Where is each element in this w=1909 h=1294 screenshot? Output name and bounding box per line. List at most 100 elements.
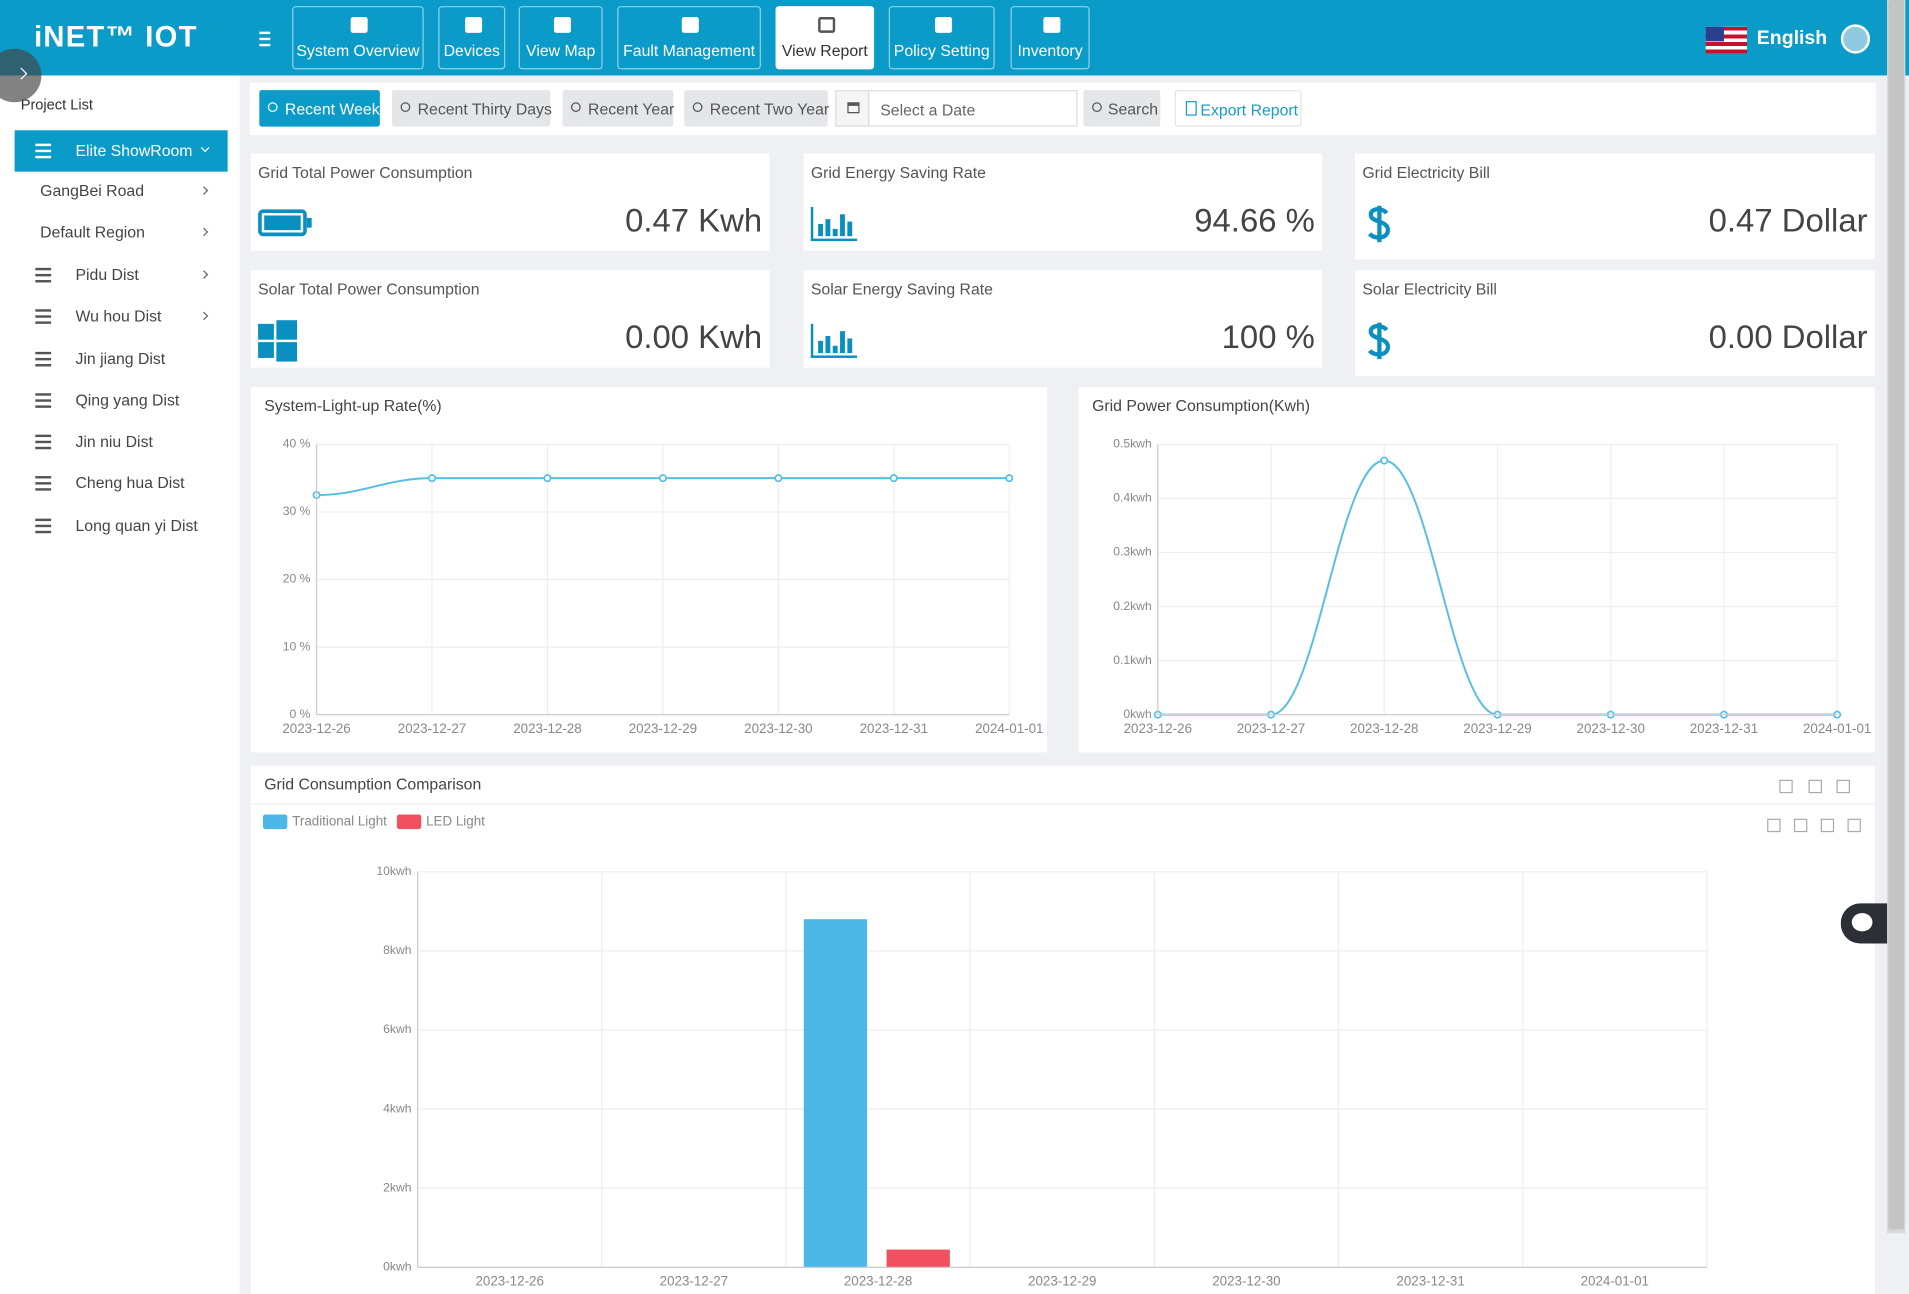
search-button[interactable]: Search — [1083, 90, 1161, 127]
point — [889, 474, 898, 483]
sidebar-toggle[interactable] — [0, 48, 42, 103]
tool-icon[interactable] — [1836, 779, 1850, 794]
sidebar-item[interactable]: Wu hou Dist — [15, 296, 228, 337]
y-tick-label: 0kwh — [1123, 707, 1151, 721]
nav-label: System Overview — [296, 41, 420, 60]
point — [658, 474, 667, 483]
bar-glyph — [825, 219, 831, 237]
y-tick-label: 30 % — [283, 504, 311, 518]
item-icon — [35, 273, 52, 277]
item-icon — [35, 405, 52, 408]
y-tick-label: 6kwh — [383, 1022, 411, 1036]
tool-icon[interactable] — [1808, 779, 1822, 794]
range-button[interactable]: Recent Two Year — [684, 90, 829, 127]
x-tick-label: 2023-12-29 — [1463, 721, 1531, 736]
axis — [810, 323, 814, 358]
item-icon — [35, 315, 52, 318]
x-tick-label: 2024-01-01 — [1581, 1274, 1649, 1289]
panel-header-rule — [250, 803, 1875, 805]
nav-button[interactable]: System Overview — [292, 6, 424, 70]
date-placeholder: Select a Date — [880, 101, 976, 120]
range-button[interactable]: Recent Thirty Days — [392, 90, 552, 127]
card-title: Solar Energy Saving Rate — [810, 280, 993, 299]
item-icon — [35, 321, 52, 324]
search-icon — [692, 102, 703, 113]
sidebar-item[interactable]: Jin niu Dist — [15, 421, 228, 462]
nav-label: Policy Setting — [893, 41, 990, 60]
y-tick-label: 0.4kwh — [1113, 491, 1152, 505]
nav-button[interactable]: Devices — [438, 6, 506, 70]
item-icon — [35, 488, 52, 491]
chart-title: Grid Consumption Comparison — [264, 776, 481, 793]
sidebar: Project List Elite ShowRoom GangBei Road De… — [0, 75, 240, 1294]
y-tick-label: 0 % — [290, 707, 311, 721]
tool-icon[interactable] — [1793, 818, 1808, 833]
x-tick-label: 2023-12-27 — [398, 721, 466, 736]
item-icon — [35, 482, 52, 485]
card-icon — [810, 321, 865, 362]
legend-swatch[interactable] — [396, 814, 422, 830]
range-button[interactable]: Recent Week — [259, 90, 380, 127]
y-tick-label: 0.5kwh — [1113, 437, 1152, 451]
legend-swatch[interactable] — [262, 814, 288, 830]
tool-icon[interactable] — [1820, 818, 1835, 833]
x-tick-label: 2023-12-26 — [282, 721, 350, 736]
range-button[interactable]: Recent Year — [562, 90, 674, 127]
stat-card: Grid Energy Saving Rate 94.66 % — [803, 153, 1323, 251]
sidebar-item[interactable]: Elite ShowRoom — [14, 130, 228, 172]
bar-glyph — [818, 340, 824, 354]
point — [1005, 474, 1014, 483]
search-label: Search — [1107, 99, 1159, 119]
axis — [810, 238, 858, 242]
export-button[interactable]: Export Report — [1174, 90, 1302, 127]
item-label: Elite ShowRoom — [75, 141, 193, 160]
assistant-button[interactable] — [1840, 903, 1890, 944]
header: iNET™ IOT System Overview Devices View Map F… — [0, 0, 1909, 76]
bar-glyph — [840, 331, 845, 354]
search-icon — [570, 102, 581, 113]
y-tick-label: 2kwh — [383, 1180, 411, 1194]
sidebar-item[interactable]: Default Region — [15, 212, 228, 253]
sidebar-title: Project List — [20, 96, 93, 114]
nav-button[interactable]: Policy Setting — [888, 6, 995, 70]
sidebar-item[interactable]: Pidu Dist — [15, 254, 228, 295]
legend-label[interactable]: LED Light — [426, 813, 485, 828]
nav-button[interactable]: Inventory — [1010, 6, 1090, 70]
scroll-thumb[interactable] — [1888, 0, 1905, 1230]
tool-icon[interactable] — [1779, 779, 1793, 794]
assistant-face — [1851, 913, 1873, 932]
x-tick-label: 2023-12-28 — [513, 721, 581, 736]
card-icon — [258, 205, 312, 246]
stat-card: Solar Total Power Consumption 0.00 Kwh — [250, 270, 770, 368]
nav-icon — [553, 17, 571, 33]
legend-label[interactable]: Traditional Light — [292, 813, 387, 828]
item-icon — [35, 309, 52, 312]
sidebar-item[interactable]: Jin jiang Dist — [15, 338, 228, 379]
item-icon — [35, 530, 52, 534]
sidebar-item[interactable]: Cheng hua Dist — [15, 463, 228, 504]
sidebar-item[interactable]: Qing yang Dist — [15, 380, 228, 421]
date-input[interactable]: Select a Date — [868, 90, 1078, 127]
x-tick-label: 2023-12-29 — [1028, 1274, 1096, 1289]
tool-icon[interactable] — [1767, 818, 1781, 833]
nav-button[interactable]: Fault Management — [617, 6, 761, 70]
sidebar-item[interactable]: Long quan yi Dist — [15, 505, 228, 546]
nav-icon — [464, 17, 482, 33]
chart-panel — [250, 387, 1048, 753]
language[interactable]: English — [1756, 28, 1828, 49]
battery-fill — [264, 215, 301, 231]
x-tick-label: 2023-12-30 — [1212, 1274, 1280, 1289]
tool-icon[interactable] — [1847, 818, 1861, 833]
battery — [258, 209, 307, 237]
user-icon[interactable] — [1840, 24, 1871, 54]
logo: iNET™ IOT — [34, 20, 198, 54]
nav-label: Fault Management — [623, 41, 756, 60]
nav-button[interactable]: View Report — [775, 6, 875, 70]
nav-button[interactable]: View Map — [518, 6, 603, 70]
item-icon — [35, 155, 52, 159]
sidebar-item[interactable]: GangBei Road — [15, 170, 228, 211]
x-tick-label: 2024-01-01 — [1803, 721, 1871, 736]
win-pane — [276, 320, 298, 340]
